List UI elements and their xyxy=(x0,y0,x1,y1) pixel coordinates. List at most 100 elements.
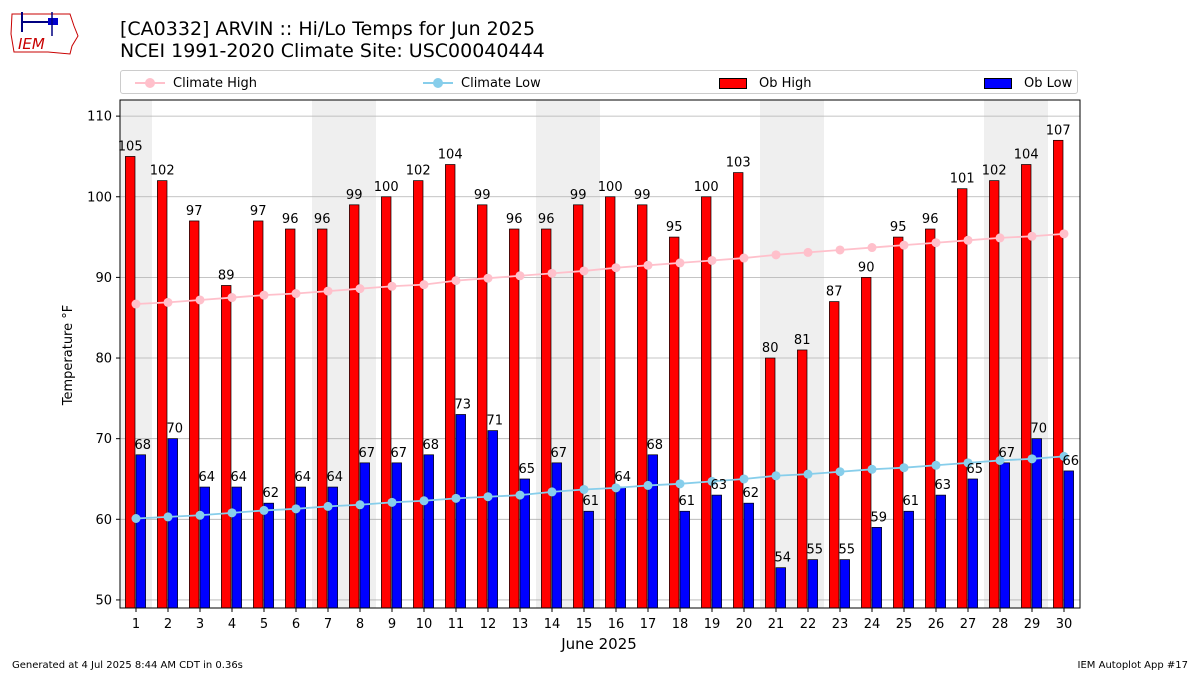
legend-item-ob-low: Ob Low xyxy=(984,74,1072,92)
climate-high-point xyxy=(579,266,589,276)
ob-low-value-label: 63 xyxy=(935,478,952,493)
ob-low-value-label: 65 xyxy=(967,462,984,477)
ob-low-value-label: 64 xyxy=(615,470,632,485)
x-tick-label: 10 xyxy=(416,617,433,632)
ob-high-bar xyxy=(733,172,744,609)
ob-low-value-label: 67 xyxy=(391,446,408,461)
climate-low-point xyxy=(547,487,557,497)
climate-low-point xyxy=(963,458,973,468)
ob-high-value-label: 102 xyxy=(406,164,431,179)
ob-high-bar xyxy=(189,220,200,609)
ob-high-swatch xyxy=(719,77,747,89)
app-credit: IEM Autoplot App #17 xyxy=(1077,660,1188,671)
ob-low-bar xyxy=(455,414,466,609)
climate-low-point xyxy=(323,501,333,511)
climate-high-point xyxy=(803,247,813,257)
legend-label: Ob High xyxy=(759,75,812,91)
ob-high-value-label: 99 xyxy=(474,188,491,203)
ob-low-value-label: 61 xyxy=(903,494,920,509)
climate-high-point xyxy=(483,273,493,283)
ob-high-value-label: 99 xyxy=(346,188,363,203)
ob-low-bar xyxy=(743,502,754,609)
ob-high-bar xyxy=(221,285,232,609)
ob-low-value-label: 66 xyxy=(1063,454,1080,469)
ob-high-bar xyxy=(1053,139,1064,609)
plot-frame xyxy=(119,99,1081,609)
x-tick-label: 17 xyxy=(640,617,657,632)
ob-low-bar xyxy=(1031,438,1042,609)
climate-low-point xyxy=(1027,454,1037,464)
legend-item-ob-high: Ob High xyxy=(719,74,812,92)
x-tick-label: 30 xyxy=(1056,617,1073,632)
ob-high-bar xyxy=(445,164,456,609)
climate-high-point xyxy=(355,284,365,294)
x-axis-label: June 2025 xyxy=(560,635,637,653)
y-tick-label: 100 xyxy=(87,190,112,205)
climate-low-point xyxy=(739,474,749,484)
climate-high-point xyxy=(547,268,557,278)
ob-low-bar xyxy=(647,454,658,609)
x-tick-label: 4 xyxy=(228,617,236,632)
ob-high-bar xyxy=(477,204,488,609)
ob-high-value-label: 95 xyxy=(890,220,907,235)
ob-high-value-label: 100 xyxy=(598,180,623,195)
ob-low-value-label: 62 xyxy=(263,486,280,501)
x-tick-label: 20 xyxy=(736,617,753,632)
climate-high-point xyxy=(451,276,461,286)
ob-low-bar xyxy=(231,486,242,609)
ob-low-bar xyxy=(263,502,274,609)
ob-high-value-label: 99 xyxy=(570,188,587,203)
ob-low-bar xyxy=(935,494,946,609)
x-tick-label: 2 xyxy=(164,617,172,632)
ob-low-bar xyxy=(487,430,498,609)
ob-high-value-label: 103 xyxy=(726,156,751,171)
ob-high-value-label: 96 xyxy=(506,212,523,227)
x-tick-label: 22 xyxy=(800,617,817,632)
ob-high-value-label: 99 xyxy=(634,188,651,203)
ob-high-value-label: 96 xyxy=(538,212,555,227)
ob-high-value-label: 104 xyxy=(1014,148,1039,163)
y-tick-label: 50 xyxy=(95,593,112,608)
x-tick-label: 5 xyxy=(260,617,268,632)
climate-high-point xyxy=(227,293,237,303)
x-tick-label: 11 xyxy=(448,617,465,632)
x-tick-label: 12 xyxy=(480,617,497,632)
legend-label: Ob Low xyxy=(1024,75,1073,91)
ob-low-value-label: 70 xyxy=(167,422,184,437)
climate-low-point xyxy=(131,513,141,523)
ob-low-bar xyxy=(903,510,914,609)
x-tick-label: 21 xyxy=(768,617,785,632)
ob-high-value-label: 96 xyxy=(282,212,299,227)
climate-low-point xyxy=(643,480,653,490)
ob-high-bar xyxy=(765,357,776,609)
climate-low-swatch xyxy=(423,76,453,90)
climate-high-point xyxy=(195,295,205,305)
x-tick-label: 26 xyxy=(928,617,945,632)
ob-high-value-label: 80 xyxy=(762,341,779,356)
ob-high-value-label: 90 xyxy=(858,260,875,275)
climate-low-point xyxy=(387,497,397,507)
ob-low-value-label: 67 xyxy=(551,446,568,461)
x-tick-label: 14 xyxy=(544,617,561,632)
climate-high-point xyxy=(259,290,269,300)
climate-low-point xyxy=(419,496,429,506)
climate-low-point xyxy=(1059,451,1069,461)
logo-text: IEM xyxy=(18,35,45,53)
ob-high-bar xyxy=(989,180,1000,609)
ob-low-bar xyxy=(839,559,850,609)
ob-high-bar xyxy=(605,196,616,609)
ob-low-value-label: 63 xyxy=(711,478,728,493)
ob-low-value-label: 71 xyxy=(487,414,504,429)
climate-high-point xyxy=(387,281,397,291)
chart-legend: Climate High Climate Low Ob High Ob Low xyxy=(120,70,1078,94)
x-tick-label: 9 xyxy=(388,617,396,632)
ob-high-value-label: 100 xyxy=(374,180,399,195)
climate-high-point xyxy=(419,280,429,290)
ob-high-bar xyxy=(573,204,584,609)
x-tick-label: 24 xyxy=(864,617,881,632)
climate-high-point xyxy=(707,255,717,265)
climate-high-point xyxy=(835,245,845,255)
climate-high-swatch xyxy=(135,76,165,90)
ob-low-bar xyxy=(871,527,882,609)
climate-low-line xyxy=(135,455,1065,520)
